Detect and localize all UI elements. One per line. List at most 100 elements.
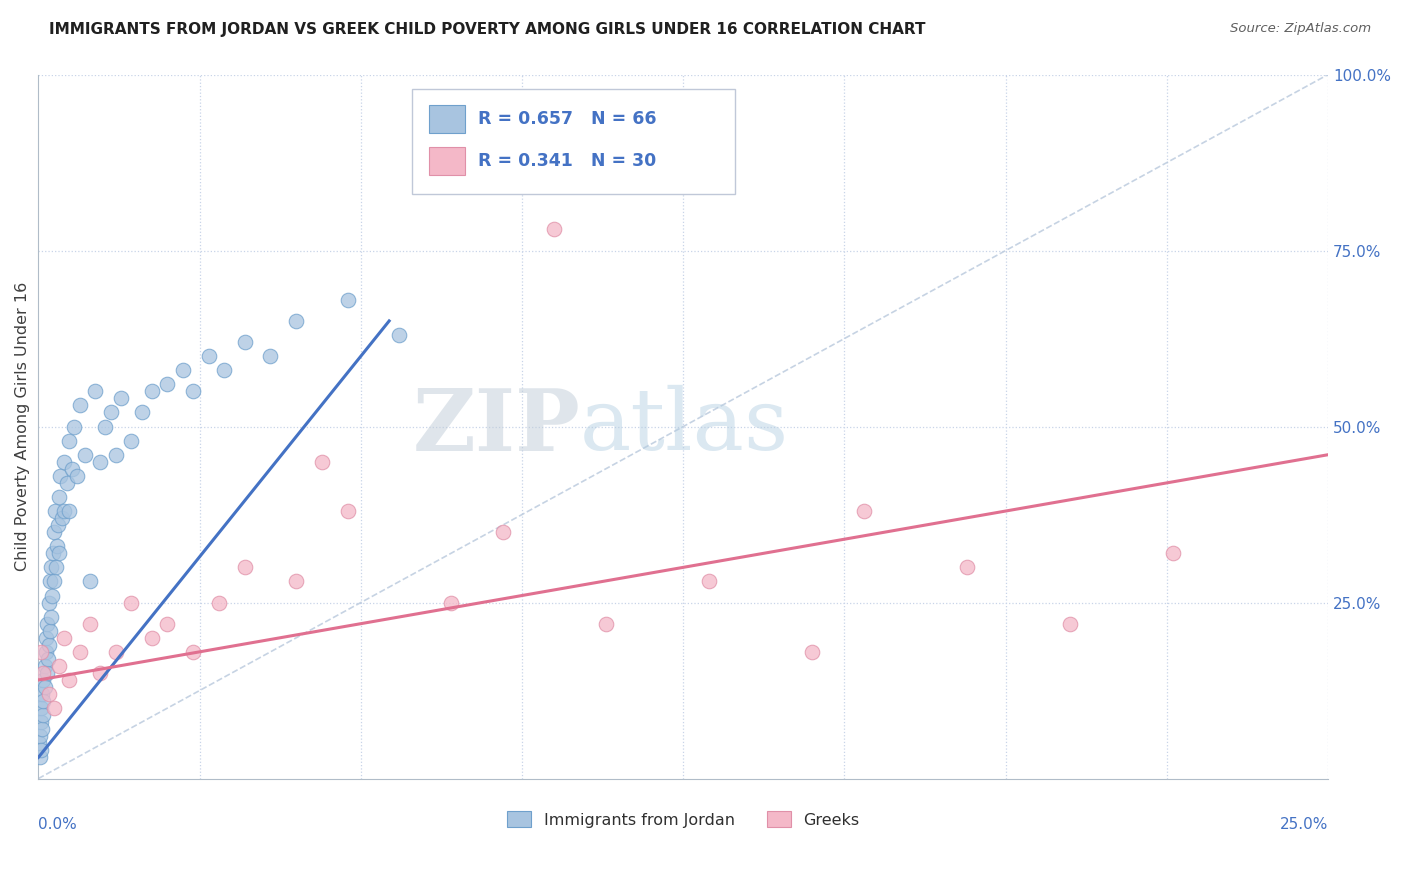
- FancyBboxPatch shape: [429, 147, 465, 175]
- Text: R = 0.341   N = 30: R = 0.341 N = 30: [478, 153, 657, 170]
- Point: [32, 665, 55, 680]
- Point: [34, 659, 56, 673]
- Point: [30, 743, 52, 757]
- FancyBboxPatch shape: [412, 88, 735, 194]
- Point: [53, 631, 76, 645]
- Point: [259, 349, 281, 363]
- Point: [956, 560, 979, 574]
- Point: [89, 455, 111, 469]
- Point: [181, 645, 204, 659]
- Point: [156, 377, 179, 392]
- Point: [141, 631, 163, 645]
- Point: [42, 546, 65, 560]
- Point: [197, 349, 219, 363]
- Point: [141, 384, 163, 399]
- Point: [233, 560, 256, 574]
- Y-axis label: Child Poverty Among Girls Under 16: Child Poverty Among Girls Under 16: [15, 282, 30, 571]
- Point: [100, 405, 122, 419]
- Point: [66, 468, 89, 483]
- Point: [37, 616, 59, 631]
- Point: [311, 455, 333, 469]
- Text: Source: ZipAtlas.com: Source: ZipAtlas.com: [1230, 22, 1371, 36]
- Point: [28, 750, 51, 764]
- Point: [233, 334, 256, 349]
- Point: [120, 434, 142, 448]
- Point: [285, 574, 308, 589]
- Point: [32, 673, 55, 687]
- Point: [42, 574, 65, 589]
- Point: [852, 504, 875, 518]
- Point: [31, 687, 53, 701]
- Text: R = 0.657   N = 66: R = 0.657 N = 66: [478, 110, 657, 128]
- Point: [48, 490, 70, 504]
- Point: [172, 363, 194, 377]
- Point: [104, 645, 127, 659]
- Text: ZIP: ZIP: [412, 384, 581, 468]
- Point: [38, 638, 60, 652]
- Point: [104, 448, 127, 462]
- Point: [156, 616, 179, 631]
- Point: [42, 525, 65, 540]
- Point: [48, 546, 70, 560]
- Point: [55, 475, 77, 490]
- Point: [32, 708, 55, 723]
- Text: atlas: atlas: [581, 385, 789, 468]
- Point: [51, 511, 73, 525]
- Legend: Immigrants from Jordan, Greeks: Immigrants from Jordan, Greeks: [501, 805, 866, 834]
- Point: [110, 392, 132, 406]
- Point: [35, 631, 58, 645]
- Point: [58, 434, 80, 448]
- Point: [38, 596, 60, 610]
- Point: [1163, 546, 1185, 560]
- Point: [1059, 616, 1081, 631]
- Point: [38, 574, 60, 589]
- Point: [120, 596, 142, 610]
- Point: [69, 645, 91, 659]
- Point: [336, 293, 359, 307]
- Point: [49, 468, 72, 483]
- Point: [63, 419, 86, 434]
- Point: [30, 729, 52, 743]
- Point: [48, 659, 70, 673]
- Point: [45, 539, 67, 553]
- Point: [69, 399, 91, 413]
- Point: [181, 384, 204, 399]
- Point: [697, 574, 720, 589]
- FancyBboxPatch shape: [429, 104, 465, 133]
- Point: [212, 363, 235, 377]
- Point: [34, 680, 56, 694]
- Point: [492, 525, 515, 540]
- Point: [42, 701, 65, 715]
- Point: [58, 504, 80, 518]
- Point: [39, 560, 62, 574]
- Point: [388, 328, 411, 343]
- Text: IMMIGRANTS FROM JORDAN VS GREEK CHILD POVERTY AMONG GIRLS UNDER 16 CORRELATION C: IMMIGRANTS FROM JORDAN VS GREEK CHILD PO…: [49, 22, 925, 37]
- Point: [53, 504, 76, 518]
- Point: [45, 560, 67, 574]
- Point: [30, 701, 52, 715]
- Point: [30, 645, 52, 659]
- Text: 25.0%: 25.0%: [1279, 817, 1329, 832]
- Point: [94, 419, 117, 434]
- Point: [28, 736, 51, 750]
- Point: [84, 384, 107, 399]
- Point: [285, 314, 308, 328]
- Point: [131, 405, 153, 419]
- Point: [58, 673, 80, 687]
- Point: [41, 589, 63, 603]
- Point: [31, 723, 53, 737]
- Point: [38, 687, 60, 701]
- Point: [37, 652, 59, 666]
- Point: [46, 518, 69, 533]
- Point: [79, 616, 101, 631]
- Point: [543, 222, 565, 236]
- Point: [595, 616, 617, 631]
- Point: [336, 504, 359, 518]
- Point: [39, 609, 62, 624]
- Point: [44, 504, 66, 518]
- Point: [34, 645, 56, 659]
- Point: [60, 462, 83, 476]
- Point: [30, 715, 52, 730]
- Point: [73, 448, 96, 462]
- Point: [208, 596, 231, 610]
